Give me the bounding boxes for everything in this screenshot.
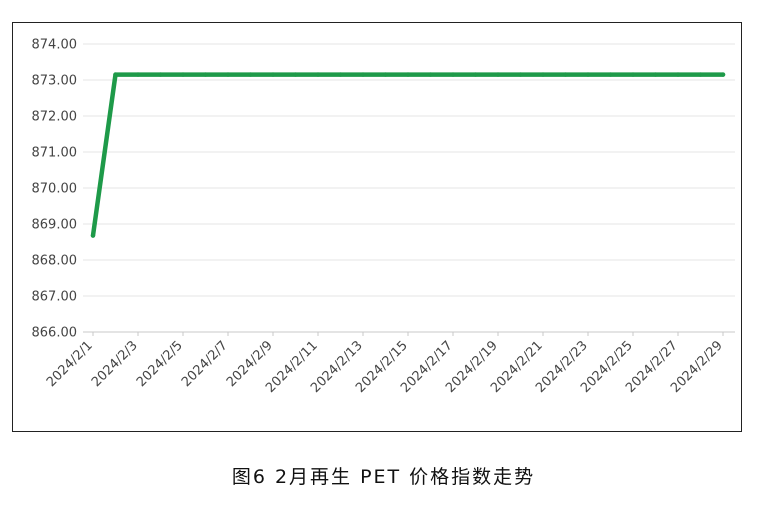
data-point [585, 72, 591, 77]
y-tick-label: 871.00 [32, 146, 78, 161]
data-point [113, 72, 118, 77]
data-point [203, 72, 208, 77]
data-point [360, 72, 366, 77]
data-point [338, 72, 343, 77]
data-point [653, 72, 658, 77]
data-point [270, 72, 276, 77]
figure-caption: 图6 2月再生 PET 价格指数走势 [231, 466, 536, 488]
x-tick-label: 2024/2/1 [44, 338, 96, 390]
data-point [315, 72, 321, 77]
y-tick-label: 873.00 [32, 74, 78, 89]
data-point [675, 72, 681, 77]
data-point [180, 72, 186, 77]
data-point [450, 72, 456, 77]
data-point [698, 72, 703, 77]
x-tick-label: 2024/2/5 [134, 338, 186, 390]
data-point [135, 72, 141, 77]
data-point [518, 72, 523, 77]
data-point [90, 233, 96, 238]
data-point [608, 72, 613, 77]
y-tick-label: 869.00 [32, 218, 78, 233]
y-tick-label: 872.00 [32, 110, 78, 125]
y-tick-label: 867.00 [32, 290, 78, 305]
data-point [293, 72, 298, 77]
chart-frame: 866.00 867.00 868.00 869.00 870.00 871.00 872.… [12, 22, 742, 432]
data-point [248, 72, 253, 77]
data-point [495, 72, 501, 77]
data-point [158, 72, 163, 77]
y-tick-label: 870.00 [32, 182, 78, 197]
x-tick-label: 2024/2/7 [179, 338, 231, 390]
line-chart: 866.00 867.00 868.00 869.00 870.00 871.00 872.… [32, 38, 735, 396]
data-point [383, 72, 388, 77]
series-line [90, 72, 726, 238]
x-tick-label: 2024/2/3 [89, 338, 141, 390]
data-point [563, 72, 568, 77]
data-point [540, 72, 546, 77]
data-point [428, 72, 433, 77]
y-tick-label: 868.00 [32, 254, 78, 269]
data-point [405, 72, 411, 77]
data-point [473, 72, 478, 77]
data-point [630, 72, 636, 77]
data-point [225, 72, 231, 77]
y-tick-label: 866.00 [32, 326, 78, 341]
y-tick-label: 874.00 [32, 38, 78, 53]
data-point [720, 72, 726, 77]
